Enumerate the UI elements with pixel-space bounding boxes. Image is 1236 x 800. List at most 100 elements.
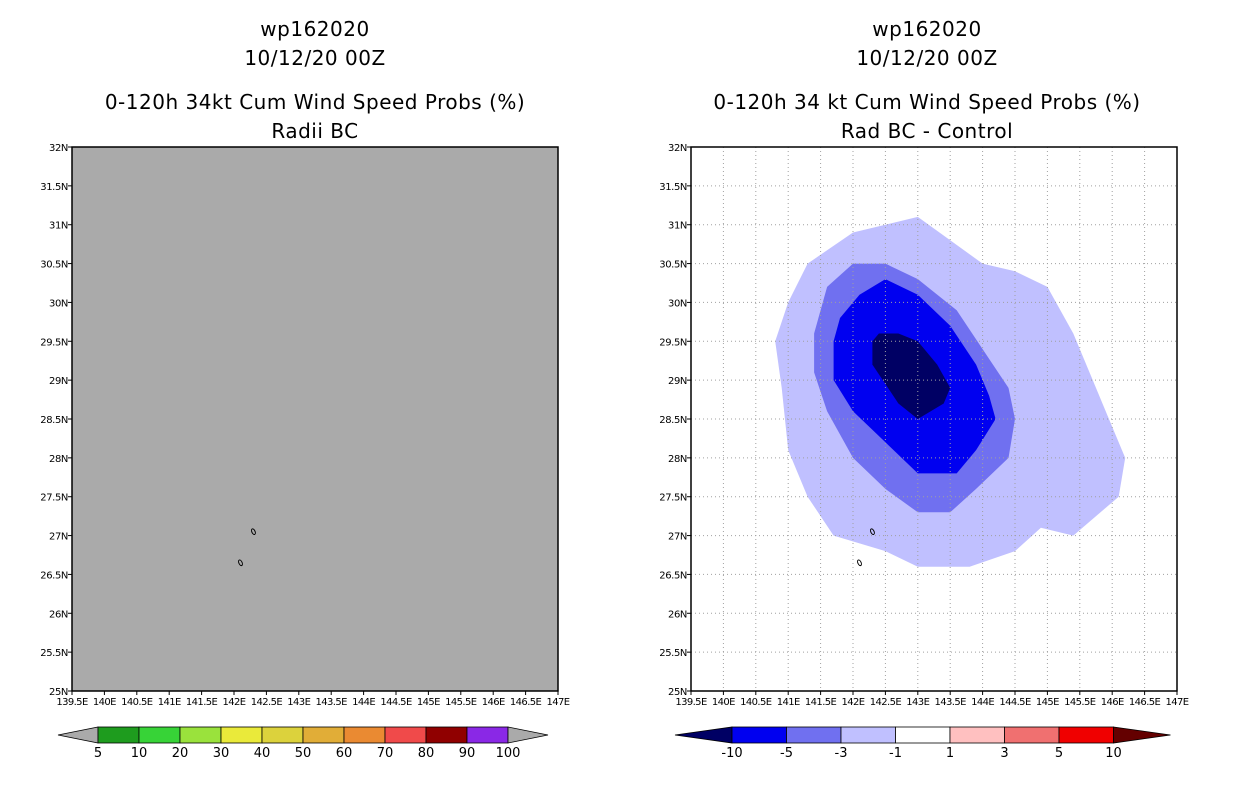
panel1-xtick-label-3: 141E [158,697,181,708]
panel1-xtick-label-5: 142E [222,697,245,708]
panel2-colorbar-label-6: 5 [1055,746,1063,761]
panel1-ytick-label-12: 31N [49,221,68,232]
panel2-colorbar-box-3 [895,726,951,744]
panel1-colorbar-label-10: 100 [496,746,521,761]
panel2-ytick-label-10: 30N [668,298,687,309]
right-panel-title-line1: 0-120h 34 kt Cum Wind Speed Probs (%) [713,90,1141,114]
panel1-colorbar-box-7 [384,726,427,744]
panel2-ytick-label-0: 25N [668,687,687,698]
panel2-xtick-label-11: 145E [1036,697,1059,708]
panel2-xtick-label-15: 147E [1165,697,1188,708]
panel1-colorbar-label-6: 60 [336,746,353,761]
panel2-ytick-label-1: 25.5N [659,648,687,659]
panel2-colorbar-label-0: -10 [721,746,742,761]
panel1-colorbar-box-1 [138,726,181,744]
panel1-colorbar-box-4 [261,726,304,744]
panel2-colorbar-box-6 [1058,726,1114,744]
panel1-colorbar-label-3: 30 [213,746,230,761]
panel2-ytick-label-3: 26.5N [659,570,687,581]
panel1-ytick-label-0: 25N [49,687,68,698]
panel2-colorbar-left-triangle [674,726,733,744]
panel2-ytick-label-9: 29.5N [659,337,687,348]
panel2-xtick-label-8: 143.5E [935,697,967,708]
panel1-xtick-label-0: 139.5E [56,697,88,708]
panel2-xtick-label-1: 140E [712,697,735,708]
panel1-xtick-label-15: 147E [546,697,569,708]
panel1-xtick-label-1: 140E [93,697,116,708]
panel1-colorbar-box-6 [343,726,386,744]
panel2-xtick-label-12: 145.5E [1064,697,1096,708]
panel1-ytick-label-6: 28N [49,454,68,465]
panel2-xtick-label-2: 140.5E [740,697,772,708]
panel2-colorbar-label-5: 3 [1000,746,1008,761]
panel1-colorbar-box-8 [425,726,468,744]
left-panel-title-line2: Radii BC [271,119,359,143]
left-panel-title-line1: 0-120h 34kt Cum Wind Speed Probs (%) [104,90,526,114]
panel2-ytick-label-14: 32N [668,143,687,154]
panel1-island-0 [251,528,256,535]
panel2-colorbar-label-2: -3 [835,746,848,761]
panel1-ytick-label-5: 27.5N [40,493,68,504]
panel1-xtick-label-13: 146E [482,697,505,708]
panel1-xtick-label-7: 143E [287,697,310,708]
panel1-colorbar-box-5 [302,726,345,744]
panel2-ytick-label-8: 29N [668,376,687,387]
panel1-island-1 [238,559,243,567]
panel1-plot-background [72,147,558,691]
panel2-island-1 [857,559,862,567]
panel2-ytick-label-4: 27N [668,532,687,543]
panel1-xtick-label-8: 143.5E [316,697,348,708]
panel2-ytick-label-5: 27.5N [659,493,687,504]
panel1-ytick-label-10: 30N [49,298,68,309]
panel2-xtick-label-0: 139.5E [675,697,707,708]
panel1-xtick-label-4: 141.5E [186,697,218,708]
panel1-ytick-label-14: 32N [49,143,68,154]
panel2-xtick-label-14: 146.5E [1129,697,1161,708]
panel2-colorbar-box-1 [786,726,842,744]
panel2-colorbar-box-2 [840,726,896,744]
right-panel-title-line2: Rad BC - Control [840,119,1014,143]
panel2-ytick-label-12: 31N [668,221,687,232]
panel2-ytick-label-13: 31.5N [659,182,687,193]
panel2-colorbar-box-5 [1004,726,1060,744]
panel1-ytick-label-2: 26N [49,609,68,620]
left-title-line2: 10/12/20 00Z [244,46,386,70]
panel2-colorbar-label-1: -5 [780,746,793,761]
panel2-xtick-label-3: 141E [777,697,800,708]
panel1-ytick-label-7: 28.5N [40,415,68,426]
panel2-xtick-label-10: 144.5E [999,697,1031,708]
panel1-colorbar-box-9 [466,726,509,744]
panel1-colorbar-right-triangle [507,726,549,744]
panel1-colorbar-label-9: 90 [459,746,476,761]
panel1-xtick-label-9: 144E [352,697,375,708]
panel1-ytick-label-3: 26.5N [40,570,68,581]
panel2-colorbar-box-4 [949,726,1005,744]
panel2-xtick-label-7: 143E [906,697,929,708]
panel1-xtick-label-11: 145E [417,697,440,708]
panel2-colorbar-label-4: 1 [946,746,954,761]
panel1-colorbar-box-0 [97,726,140,744]
panel2-xtick-label-6: 142.5E [870,697,902,708]
panel1-ytick-label-8: 29N [49,376,68,387]
panel2-colorbar-box-0 [731,726,787,744]
panel1-colorbar-label-2: 20 [172,746,189,761]
panel2-xtick-label-5: 142E [841,697,864,708]
panel1-xtick-label-6: 142.5E [251,697,283,708]
panel1-colorbar-label-0: 5 [94,746,102,761]
panel2-ytick-label-11: 30.5N [659,260,687,271]
panel2-ytick-label-2: 26N [668,609,687,620]
panel2-xtick-label-4: 141.5E [805,697,837,708]
panel1-colorbar-label-7: 70 [377,746,394,761]
panel1-ytick-label-4: 27N [49,532,68,543]
panel2-ytick-label-6: 28N [668,454,687,465]
panel1-colorbar-box-2 [179,726,222,744]
panel1-ytick-label-9: 29.5N [40,337,68,348]
right-title-line1: wp162020 [872,17,982,41]
left-title-line1: wp162020 [260,17,370,41]
panel2-colorbar-label-3: -1 [889,746,902,761]
panel2-xtick-label-9: 144E [971,697,994,708]
panel2-ytick-label-7: 28.5N [659,415,687,426]
panel1-ytick-label-1: 25.5N [40,648,68,659]
panel1-ytick-label-13: 31.5N [40,182,68,193]
